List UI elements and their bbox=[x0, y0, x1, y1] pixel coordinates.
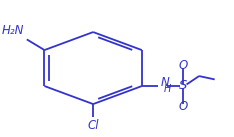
Text: S: S bbox=[179, 79, 188, 92]
Text: N: N bbox=[161, 76, 170, 89]
Text: H₂N: H₂N bbox=[1, 24, 24, 37]
Text: O: O bbox=[179, 100, 188, 113]
Text: Cl: Cl bbox=[87, 119, 99, 132]
Text: H: H bbox=[164, 84, 171, 94]
Text: O: O bbox=[179, 59, 188, 72]
